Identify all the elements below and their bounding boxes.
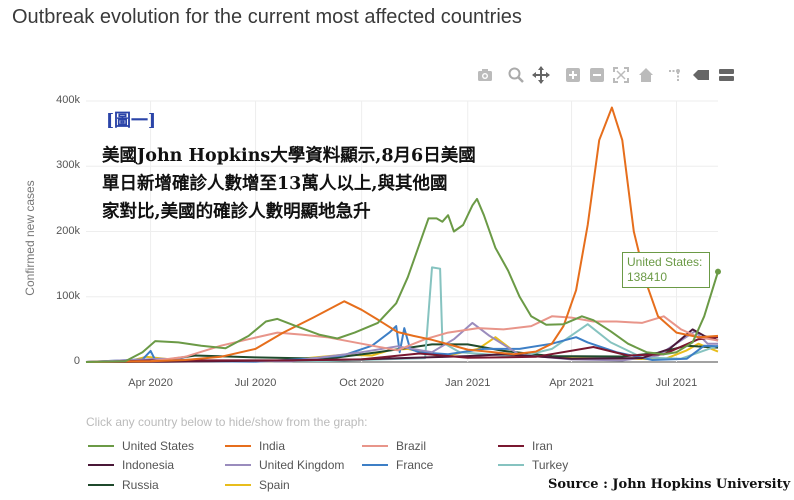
legend-item-united-kingdom[interactable]: United Kingdom [225, 457, 355, 473]
legend-item-indonesia[interactable]: Indonesia [88, 457, 218, 473]
pan-icon[interactable] [532, 66, 550, 84]
legend-item-russia[interactable]: Russia [88, 477, 218, 493]
legend-label: Turkey [532, 458, 569, 472]
legend-item-spain[interactable]: Spain [225, 477, 355, 493]
legend-label: United States [122, 439, 195, 453]
caption-line: 美國John Hopkins大學資料顯示,8月6日美國 [102, 146, 476, 166]
x-tick-label: Jul 2021 [655, 377, 698, 389]
series-line-brazil[interactable] [85, 315, 719, 363]
legend-swatch [225, 464, 251, 466]
tooltip-label: United States: [627, 255, 703, 269]
page-title: Outbreak evolution for the current most … [12, 6, 522, 28]
caption-tag: [圖一] [106, 111, 157, 131]
source-credit: Source : John Hopkins University [548, 477, 791, 492]
zoom-out-icon[interactable] [588, 66, 606, 84]
legend-item-brazil[interactable]: Brazil [362, 438, 492, 454]
zoom-in-icon[interactable] [564, 66, 582, 84]
legend-swatch [88, 445, 114, 447]
x-tick-label: Apr 2021 [549, 377, 594, 389]
y-tick-label: 400k [56, 94, 80, 106]
chart-plot [85, 100, 721, 363]
caption-line: 單日新增確診人數增至13萬人以上,與其他國 [102, 174, 448, 194]
home-icon[interactable] [637, 66, 655, 84]
legend-hint: Click any country below to hide/show fro… [86, 415, 368, 429]
legend-swatch [362, 464, 388, 466]
legend-swatch [362, 445, 388, 447]
hover-closest-icon[interactable] [692, 66, 710, 84]
spike-lines-icon[interactable] [666, 66, 684, 84]
zoom-icon[interactable] [507, 66, 525, 84]
legend-label: Brazil [396, 439, 427, 453]
x-tick-label: Apr 2020 [128, 377, 173, 389]
legend-item-iran[interactable]: Iran [498, 438, 628, 454]
legend-swatch [498, 445, 524, 447]
hover-tooltip: United States: 138410 [622, 252, 710, 288]
autoscale-icon[interactable] [612, 66, 630, 84]
hover-compare-icon[interactable] [716, 66, 734, 84]
caption-block: 美國John Hopkins大學資料顯示,8月6日美國 單日新增確診人數增至13… [102, 142, 476, 226]
legend-item-france[interactable]: France [362, 457, 492, 473]
legend-label: Spain [259, 478, 290, 492]
y-tick-label: 200k [56, 224, 80, 237]
legend-swatch [225, 484, 251, 486]
hover-point-marker [715, 268, 721, 275]
series-line-united-states[interactable] [85, 197, 719, 363]
legend-swatch [88, 464, 114, 466]
x-tick-label: Oct 2020 [339, 377, 384, 389]
caption-line: 家對比,美國的確診人數明顯地急升 [102, 202, 371, 222]
hover-markers [715, 268, 721, 275]
legend-swatch [498, 464, 524, 466]
legend-label: Indonesia [122, 458, 175, 472]
legend-item-united-states[interactable]: United States [88, 438, 218, 454]
legend-item-india[interactable]: India [225, 438, 355, 454]
tooltip-value: 138410 [627, 270, 668, 284]
y-tick-label: 100k [56, 289, 80, 302]
x-tick-label: Jan 2021 [445, 377, 491, 389]
legend-swatch [88, 484, 114, 486]
series-line-india[interactable] [85, 106, 719, 363]
y-tick-label: 0 [73, 355, 80, 367]
legend-label: United Kingdom [259, 458, 345, 472]
legend-label: India [259, 439, 286, 453]
legend-label: France [396, 458, 434, 472]
x-tick-label: Jul 2020 [234, 377, 277, 389]
legend-label: Russia [122, 478, 159, 492]
legend-swatch [225, 445, 251, 447]
series-lines [85, 106, 719, 363]
y-tick-label: 300k [56, 159, 80, 172]
legend-label: Iran [532, 439, 553, 453]
legend-item-turkey[interactable]: Turkey [498, 457, 628, 473]
camera-icon[interactable] [476, 66, 494, 84]
